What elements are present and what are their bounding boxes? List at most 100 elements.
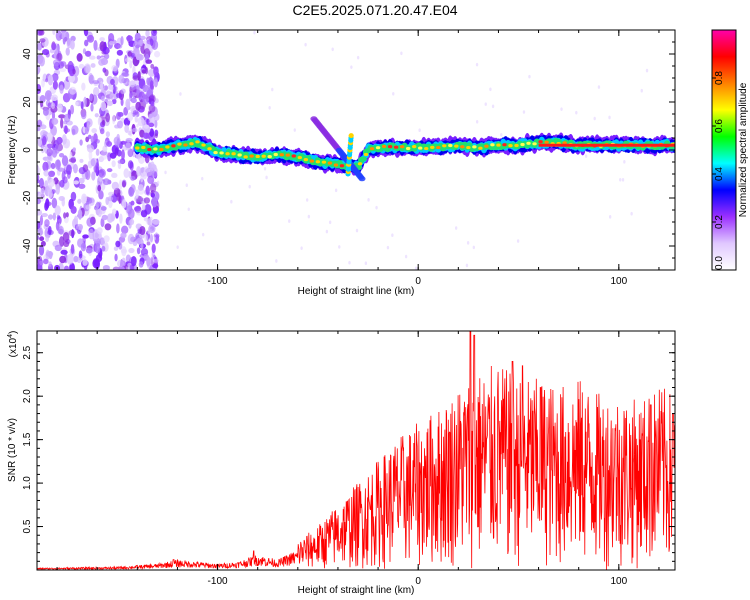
- noise-mark: [248, 184, 251, 189]
- ridge-hotspot: [544, 140, 549, 144]
- ridge-hotspot: [297, 155, 303, 160]
- noise-mark: [328, 220, 332, 225]
- noise-mark: [491, 104, 495, 109]
- noise-mark: [88, 150, 93, 161]
- noise-mark: [120, 232, 127, 239]
- ridge-hotspot: [201, 143, 206, 147]
- noise-mark: [116, 223, 120, 234]
- noise-mark: [153, 66, 159, 76]
- noise-mark: [61, 134, 67, 145]
- ridge-hotspot: [357, 162, 363, 166]
- ridge-hotspot: [393, 145, 399, 149]
- noise-mark: [154, 78, 158, 88]
- noise-mark: [91, 127, 98, 134]
- noise-mark: [106, 168, 113, 173]
- ridge-hotspot: [315, 160, 321, 164]
- ridge-hotspot: [267, 155, 272, 159]
- noise-mark: [466, 241, 470, 245]
- noise-mark: [110, 78, 115, 85]
- noise-mark: [154, 133, 158, 139]
- ridge-hotspot: [381, 144, 387, 149]
- noise-mark: [623, 160, 626, 164]
- noise-mark: [146, 39, 154, 45]
- noise-mark: [265, 175, 268, 180]
- noise-mark: [109, 85, 114, 92]
- noise-mark: [516, 239, 520, 243]
- noise-mark: [127, 111, 134, 122]
- noise-mark: [475, 62, 479, 67]
- noise-mark: [109, 40, 114, 46]
- noise-mark: [126, 35, 133, 42]
- noise-mark: [149, 80, 154, 90]
- ridge-hotspot: [303, 158, 309, 162]
- noise-mark: [58, 236, 65, 247]
- noise-mark: [51, 42, 57, 51]
- noise-mark: [575, 110, 578, 115]
- colorbar-label: Normalized spectral amplitude: [738, 82, 749, 217]
- noise-mark: [145, 185, 150, 195]
- ridge-hotspot: [526, 141, 531, 145]
- noise-mark: [143, 253, 149, 260]
- noise-mark: [37, 209, 43, 216]
- noise-mark: [87, 34, 95, 43]
- ridge-mark: [360, 156, 367, 162]
- noise-mark: [83, 96, 87, 108]
- noise-mark: [128, 186, 135, 197]
- noise-mark: [39, 95, 46, 103]
- noise-mark: [500, 133, 503, 137]
- noise-mark: [465, 263, 469, 268]
- noise-mark: [115, 240, 121, 248]
- noise-mark: [153, 236, 156, 241]
- noise-mark: [621, 178, 625, 182]
- noise-mark: [104, 223, 112, 231]
- noise-mark: [117, 259, 124, 268]
- noise-mark: [51, 73, 59, 82]
- noise-mark: [112, 114, 116, 125]
- noise-mark: [141, 200, 144, 205]
- snr-x-label: Height of straight line (km): [298, 585, 415, 596]
- noise-mark: [118, 266, 125, 270]
- x-tick-label: -100: [208, 276, 228, 287]
- noise-mark: [129, 90, 133, 99]
- noise-mark: [67, 74, 76, 83]
- noise-mark: [84, 50, 92, 57]
- ridge-hotspot: [454, 144, 459, 148]
- colorbar-axes: 0.0 0.2 0.4 0.6 0.8: [711, 29, 737, 271]
- noise-mark: [85, 169, 91, 181]
- noise-mark: [148, 122, 155, 128]
- noise-mark: [46, 143, 54, 149]
- snr-y-multiplier: (x104): [7, 331, 19, 358]
- noise-mark: [338, 245, 341, 249]
- ridge-hotspot: [195, 140, 200, 144]
- noise-mark: [45, 198, 50, 210]
- colorbar: [712, 30, 736, 270]
- noise-mark: [54, 244, 62, 252]
- noise-mark: [127, 130, 132, 136]
- noise-mark: [58, 114, 66, 119]
- snr-y-label: SNR (10 * v/v): [7, 418, 18, 482]
- noise-mark: [78, 63, 85, 69]
- noise-mark: [68, 229, 76, 237]
- noise-mark: [125, 142, 132, 151]
- noise-mark: [472, 245, 476, 250]
- noise-mark: [142, 132, 150, 139]
- noise-mark: [560, 107, 563, 111]
- noise-mark: [102, 264, 110, 270]
- noise-mark: [391, 233, 394, 238]
- noise-mark: [79, 139, 83, 146]
- noise-mark: [123, 168, 130, 179]
- noise-mark: [116, 192, 121, 202]
- noise-mark: [100, 101, 107, 112]
- noise-mark: [42, 107, 49, 116]
- ridge-hotspot: [418, 146, 423, 150]
- noise-mark: [121, 149, 125, 161]
- noise-mark: [63, 240, 70, 248]
- noise-mark: [39, 177, 45, 189]
- noise-mark: [135, 153, 141, 160]
- y-tick-label: 1.0: [22, 476, 33, 490]
- colorbar-tick-label: 0.2: [714, 215, 725, 229]
- noise-mark: [98, 168, 106, 178]
- ridge-hotspot: [339, 164, 345, 168]
- ridge-hotspot: [261, 154, 266, 158]
- noise-mark: [144, 234, 148, 242]
